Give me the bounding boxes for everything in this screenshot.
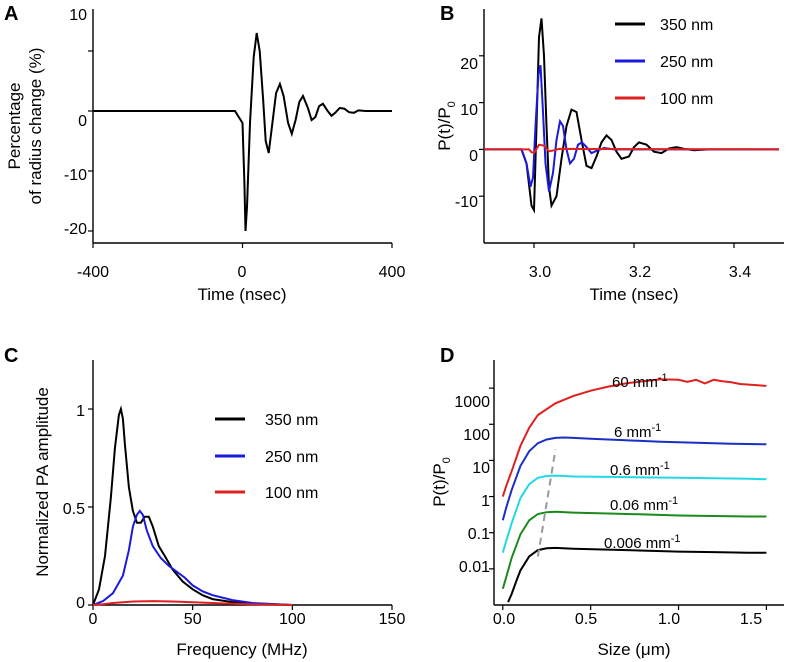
y-axis-label: Normalized PA amplitude	[33, 387, 52, 577]
tick-marks	[88, 408, 393, 610]
x-tick-label: 3.2	[629, 264, 651, 281]
y-axis-label-subscript: 0	[446, 101, 458, 107]
curve-annotation-60: 60 mm-1	[612, 372, 668, 391]
curve-annotation-6: 6 mm-1	[614, 422, 661, 441]
legend: 350 nm 250 nm 100 nm	[615, 17, 713, 108]
y-axis-label-subscript: 0	[441, 457, 453, 463]
legend-label-100nm: 100 nm	[265, 485, 318, 502]
series-line-100nm	[484, 143, 780, 155]
x-tick-label: 0	[89, 611, 98, 628]
panel-label: B	[440, 3, 454, 25]
series-line-350nm	[484, 18, 779, 214]
y-tick-label: 0	[469, 148, 478, 165]
y-tick-label: 10	[69, 7, 87, 24]
y-axis-label-line2: of radius change (%)	[26, 48, 45, 205]
y-tick-label: 0	[78, 113, 87, 130]
y-axis-label-line1: Percentage	[5, 83, 24, 170]
y-axis-label-main: P(t)/P	[430, 463, 449, 506]
curve-annotation-0.6: 0.6 mm-1	[610, 460, 670, 479]
y-tick-label: 0.1	[468, 526, 490, 543]
x-tick-label: 1.5	[740, 611, 762, 628]
legend: 350 nm 250 nm 100 nm	[215, 412, 318, 502]
series-line-250nm	[92, 509, 293, 606]
peak-trend-line	[536, 449, 557, 557]
panel-b: B 20 10 0 -10 3.0 3.2 3.4 Time (nsec) P(…	[435, 3, 784, 304]
x-tick-label: 3.0	[529, 264, 551, 281]
series-line-6	[501, 436, 767, 521]
y-tick-label: 0	[76, 595, 85, 612]
y-tick-label: 20	[460, 56, 478, 73]
legend-label-350nm: 350 nm	[265, 412, 318, 429]
x-axis-label: Time (nsec)	[589, 285, 678, 304]
y-axis-label: P(t)/P0	[430, 457, 453, 507]
legend-label-250nm: 250 nm	[265, 449, 318, 466]
panel-label: A	[4, 3, 18, 25]
y-tick-label: 0.01	[459, 559, 490, 576]
curve-annotation-0.006: 0.006 mm-1	[604, 533, 680, 552]
series-line-0.06	[501, 510, 767, 590]
tick-marks	[489, 387, 768, 610]
y-tick-label: 100	[463, 427, 490, 444]
x-tick-label: 100	[279, 611, 306, 628]
panel-label: C	[4, 345, 18, 367]
panel-d: D 1000 100 10 1 0.1 0.01 0.0 0.5 1.0 1.5…	[430, 345, 784, 659]
x-tick-label: 1.0	[658, 611, 680, 628]
series-line-0.6	[501, 474, 767, 553]
x-axis-label: Time (nsec)	[197, 285, 286, 304]
y-tick-label: 1	[76, 403, 85, 420]
x-tick-label: 150	[379, 611, 406, 628]
y-tick-label: 10	[472, 460, 490, 477]
y-tick-label: -10	[455, 194, 478, 211]
x-tick-label: 0.0	[493, 611, 515, 628]
y-axis-label: P(t)/P0	[435, 101, 458, 151]
tick-marks	[88, 50, 393, 248]
y-tick-label: 10	[460, 102, 478, 119]
x-tick-label: 3.4	[729, 264, 751, 281]
x-axis-label: Frequency (MHz)	[176, 640, 307, 659]
x-tick-label: 50	[184, 611, 202, 628]
series-line-0.006	[507, 546, 767, 603]
y-axis-label-main: P(t)/P	[435, 107, 454, 150]
x-tick-label: -400	[77, 264, 109, 281]
x-tick-label: 400	[379, 264, 406, 281]
y-tick-label: -10	[64, 167, 87, 184]
series-line-60	[501, 378, 767, 497]
x-axis-label: Size (μm)	[597, 640, 670, 659]
legend-label-100nm: 100 nm	[660, 91, 713, 108]
panel-label: D	[440, 345, 454, 367]
panel-a: A 10 0 -10 -20 -400 0 400 Time (nsec) Pe…	[4, 3, 405, 304]
series-line-250nm	[484, 64, 779, 192]
curve-annotation-0.06: 0.06 mm-1	[610, 495, 678, 514]
y-tick-label: 0.5	[63, 501, 85, 518]
series-line-100nm	[92, 600, 293, 606]
x-tick-label: 0.5	[575, 611, 597, 628]
series-line-350nm	[92, 405, 293, 606]
y-tick-label: 1	[481, 493, 490, 510]
y-tick-label: -20	[64, 221, 87, 238]
legend-label-350nm: 350 nm	[660, 17, 713, 34]
legend-label-250nm: 250 nm	[660, 54, 713, 71]
x-tick-label: 0	[238, 264, 247, 281]
tick-marks	[479, 55, 735, 248]
series-line-radius-change	[93, 32, 392, 232]
y-tick-label: 1000	[454, 394, 490, 411]
panel-c: C 1 0.5 0 0 50 100 150 Frequency (MHz) N…	[4, 345, 405, 659]
